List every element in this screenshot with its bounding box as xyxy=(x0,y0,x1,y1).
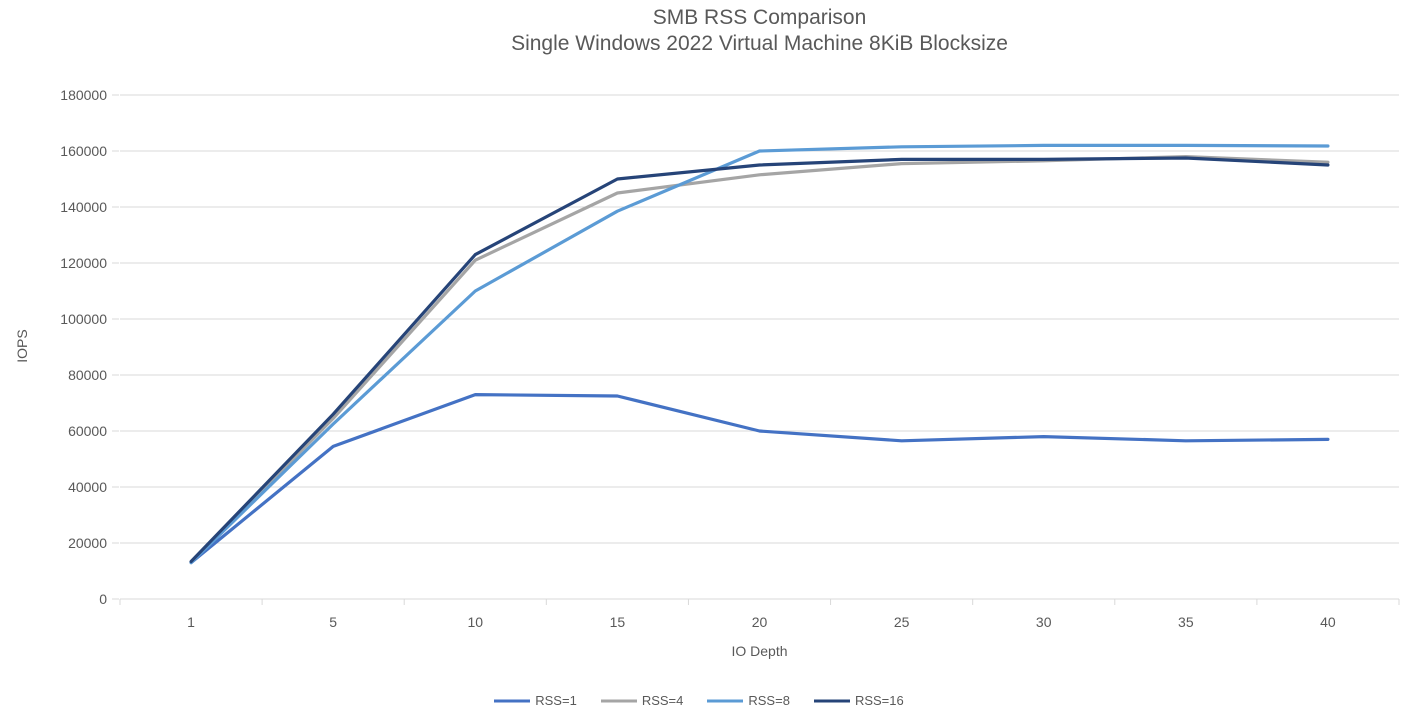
chart-subtitle: Single Windows 2022 Virtual Machine 8KiB… xyxy=(511,32,1008,55)
legend-label-rss-1: RSS=1 xyxy=(535,693,577,708)
legend-item-rss-8: RSS=8 xyxy=(707,693,790,708)
y-tick-label-80000: 80000 xyxy=(68,367,107,383)
x-tick-label-25: 25 xyxy=(893,614,910,630)
x-tick-label-10: 10 xyxy=(467,614,484,630)
series-line-rss-8 xyxy=(189,143,1330,565)
chart-title: SMB RSS Comparison xyxy=(652,6,867,29)
x-tick-label-15: 15 xyxy=(609,614,626,630)
x-tick-label-5: 5 xyxy=(329,614,338,630)
series-line-rss-4 xyxy=(189,155,1330,564)
legend: RSS=1 RSS=4 RSS=8 RSS=16 xyxy=(0,693,1398,708)
legend-label-rss-8: RSS=8 xyxy=(748,693,790,708)
legend-swatch-rss-16 xyxy=(813,699,850,702)
legend-label-rss-4: RSS=4 xyxy=(641,693,684,708)
series-line-rss-16 xyxy=(189,156,1330,564)
x-tick-label-1: 1 xyxy=(187,614,195,630)
y-tick-label-20000: 20000 xyxy=(68,535,107,551)
y-tick-label-140000: 140000 xyxy=(60,199,107,215)
chart-title-block: SMB RSS Comparison Single Windows 2022 V… xyxy=(120,5,1399,57)
legend-item-rss-4: RSS=4 xyxy=(600,693,684,708)
y-tick-label-120000: 120000 xyxy=(60,255,107,271)
y-tick-label-160000: 160000 xyxy=(60,143,107,159)
x-axis-title: IO Depth xyxy=(731,643,788,659)
legend-swatch-rss-8 xyxy=(707,699,744,702)
series-line-rss-1 xyxy=(189,393,1330,565)
y-tick-label-180000: 180000 xyxy=(60,87,107,103)
y-tick-label-60000: 60000 xyxy=(68,423,107,439)
y-tick-label-40000: 40000 xyxy=(68,479,107,495)
legend-item-rss-1: RSS=1 xyxy=(494,693,577,708)
legend-swatch-rss-1 xyxy=(494,699,531,702)
legend-label-rss-16: RSS=16 xyxy=(854,693,904,708)
y-tick-label-100000: 100000 xyxy=(60,311,107,327)
x-tick-label-30: 30 xyxy=(1035,614,1052,630)
y-tick-label-0: 0 xyxy=(99,591,107,607)
x-tick-label-35: 35 xyxy=(1178,614,1194,630)
x-tick-label-40: 40 xyxy=(1320,614,1336,630)
x-tick-label-20: 20 xyxy=(751,614,768,630)
legend-item-rss-16: RSS=16 xyxy=(813,693,904,708)
legend-swatch-rss-4 xyxy=(600,699,637,702)
